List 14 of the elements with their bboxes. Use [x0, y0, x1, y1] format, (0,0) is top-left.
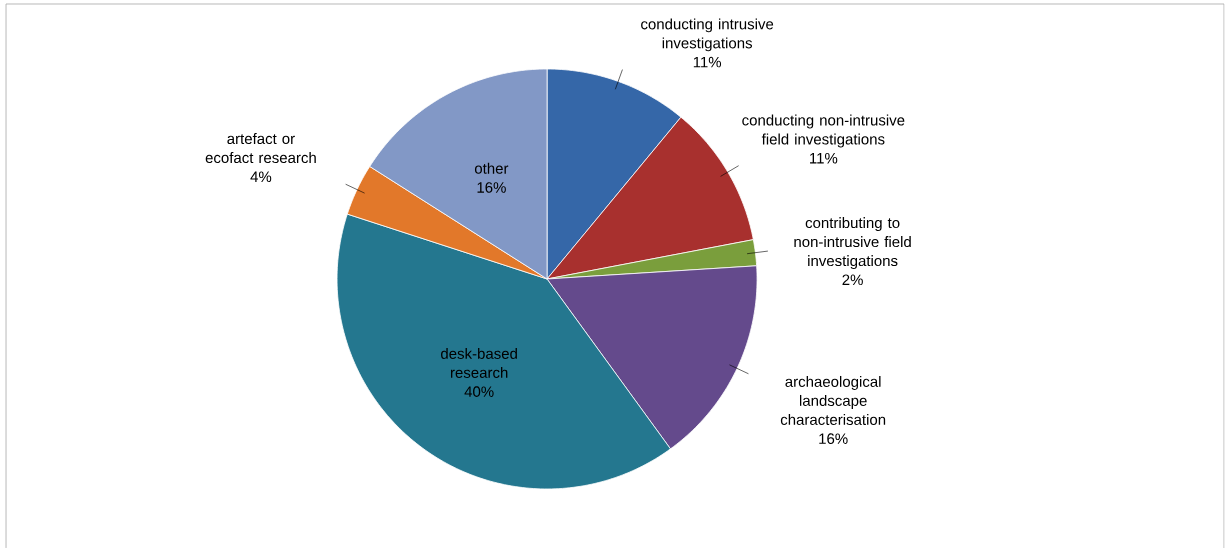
slice-label: archaeological landscape characterisation: [780, 375, 886, 425]
data-label: 16%: [819, 433, 848, 444]
data-label: 11%: [810, 152, 838, 164]
slice-label: desk-based research: [441, 347, 517, 378]
slice-label: conducting intrusive investigations: [641, 18, 774, 52]
data-label: 40%: [464, 386, 494, 397]
data-label: 4%: [250, 171, 272, 183]
data-label: 11%: [693, 56, 722, 68]
slice-label: other: [474, 162, 509, 174]
data-label: 2%: [842, 274, 863, 286]
data-label: 16%: [477, 182, 506, 193]
slice-label: contributing to non-intrusive field investigations: [794, 217, 911, 270]
slice-label: conducting non-intrusive field investigations: [742, 114, 905, 148]
slice-label: artefact or ecofact research: [205, 133, 316, 164]
